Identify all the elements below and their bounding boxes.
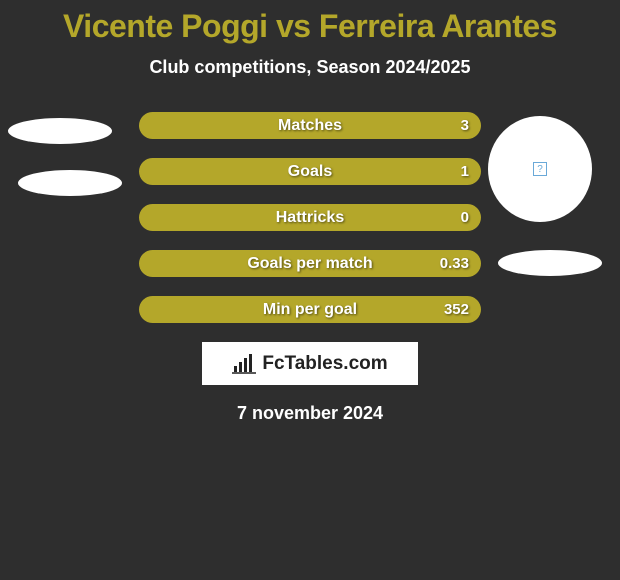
placeholder-image-icon: ? <box>533 162 547 176</box>
player-a-shape-1 <box>8 118 112 144</box>
stat-label: Goals <box>139 158 481 185</box>
subtitle: Club competitions, Season 2024/2025 <box>0 57 620 78</box>
comparison-content: ? Matches3 Goals1 Hattricks0 Goals per matc… <box>0 112 620 424</box>
stat-bar: Hattricks0 <box>139 204 481 231</box>
stat-bar: Matches3 <box>139 112 481 139</box>
brand-box: FcTables.com <box>202 342 418 385</box>
player-a-name: Vicente Poggi <box>63 8 268 44</box>
stat-bars: Matches3Goals1Hattricks0Goals per match0… <box>139 112 481 323</box>
stat-value: 0 <box>461 204 469 231</box>
stat-label: Matches <box>139 112 481 139</box>
player-b-avatar: ? <box>488 116 592 222</box>
stat-label: Hattricks <box>139 204 481 231</box>
stat-value: 0.33 <box>440 250 469 277</box>
comparison-title: Vicente Poggi vs Ferreira Arantes <box>0 0 620 45</box>
bar-chart-icon <box>232 354 256 374</box>
stat-value: 3 <box>461 112 469 139</box>
date-text: 7 november 2024 <box>0 403 620 424</box>
player-b-shape <box>498 250 602 276</box>
stat-bar: Min per goal352 <box>139 296 481 323</box>
player-b-name: Ferreira Arantes <box>319 8 557 44</box>
stat-label: Goals per match <box>139 250 481 277</box>
stat-value: 1 <box>461 158 469 185</box>
stat-bar: Goals1 <box>139 158 481 185</box>
stat-label: Min per goal <box>139 296 481 323</box>
stat-value: 352 <box>444 296 469 323</box>
brand-text: FcTables.com <box>262 353 387 375</box>
stat-bar: Goals per match0.33 <box>139 250 481 277</box>
vs-separator: vs <box>268 8 319 44</box>
player-a-shape-2 <box>18 170 122 196</box>
